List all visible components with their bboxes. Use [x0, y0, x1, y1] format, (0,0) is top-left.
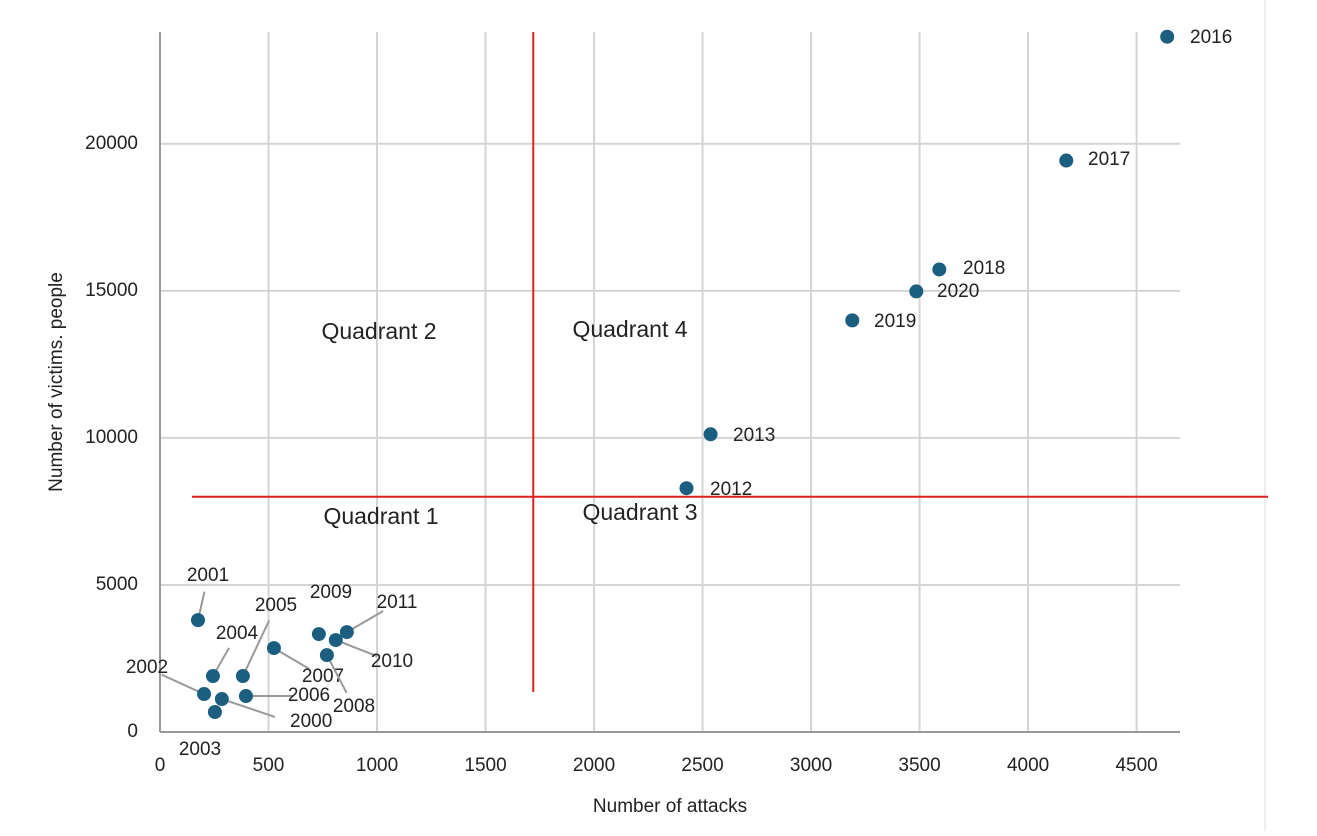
- point: [197, 687, 211, 701]
- point-label: 2010: [371, 651, 413, 672]
- x-tick-label: 1500: [464, 755, 506, 776]
- point: [267, 641, 281, 655]
- quadrant-label: Quadrant 2: [321, 318, 436, 344]
- point-label: 2006: [288, 685, 330, 706]
- point: [206, 669, 220, 683]
- y-axis-label: Number of victims. people: [46, 272, 67, 492]
- point-label: 2016: [1190, 27, 1232, 48]
- point: [239, 689, 253, 703]
- x-tick-label: 4000: [1007, 755, 1049, 776]
- point: [320, 648, 334, 662]
- point-label: 2017: [1088, 149, 1130, 170]
- point: [845, 313, 859, 327]
- x-tick-label: 2500: [681, 755, 723, 776]
- point: [909, 284, 923, 298]
- point: [704, 427, 718, 441]
- quadrant-label: Quadrant 3: [582, 499, 697, 525]
- x-tick-label: 1000: [356, 755, 398, 776]
- quadrant-label: Quadrant 1: [323, 503, 438, 529]
- point-label: 2009: [310, 582, 352, 603]
- point-label: 2020: [937, 281, 979, 302]
- point: [1059, 154, 1073, 168]
- point: [208, 705, 222, 719]
- point-label: 2000: [290, 711, 332, 732]
- y-tick-label: 20000: [85, 133, 138, 154]
- point: [215, 692, 229, 706]
- x-tick-label: 4500: [1115, 755, 1157, 776]
- y-tick-label: 5000: [96, 574, 138, 595]
- y-tick-label: 15000: [85, 280, 138, 301]
- point-label: 2008: [333, 696, 375, 717]
- point-label: 2004: [216, 623, 259, 644]
- x-tick-label: 3000: [790, 755, 832, 776]
- point: [932, 262, 946, 276]
- x-tick-label: 0: [155, 755, 166, 776]
- point-label: 2001: [187, 565, 229, 586]
- point-label: 2011: [377, 592, 418, 613]
- point: [236, 669, 250, 683]
- point-label: 2003: [179, 739, 221, 760]
- point-label: 2013: [733, 425, 775, 446]
- point: [340, 625, 354, 639]
- point-label: 2012: [710, 479, 752, 500]
- point-label: 2002: [126, 657, 168, 678]
- x-axis-label: Number of attacks: [593, 796, 747, 817]
- point: [312, 627, 326, 641]
- x-tick-label: 3500: [898, 755, 940, 776]
- y-tick-label: 0: [127, 721, 138, 742]
- quadrant-label: Quadrant 4: [572, 316, 687, 342]
- point-label: 2018: [963, 258, 1005, 279]
- point: [191, 613, 205, 627]
- y-tick-label: 10000: [85, 427, 138, 448]
- point-label: 2019: [874, 311, 916, 332]
- x-tick-label: 2000: [573, 755, 615, 776]
- x-tick-label: 500: [253, 755, 285, 776]
- point-label: 2005: [255, 595, 297, 616]
- point: [679, 481, 693, 495]
- point: [1160, 30, 1174, 44]
